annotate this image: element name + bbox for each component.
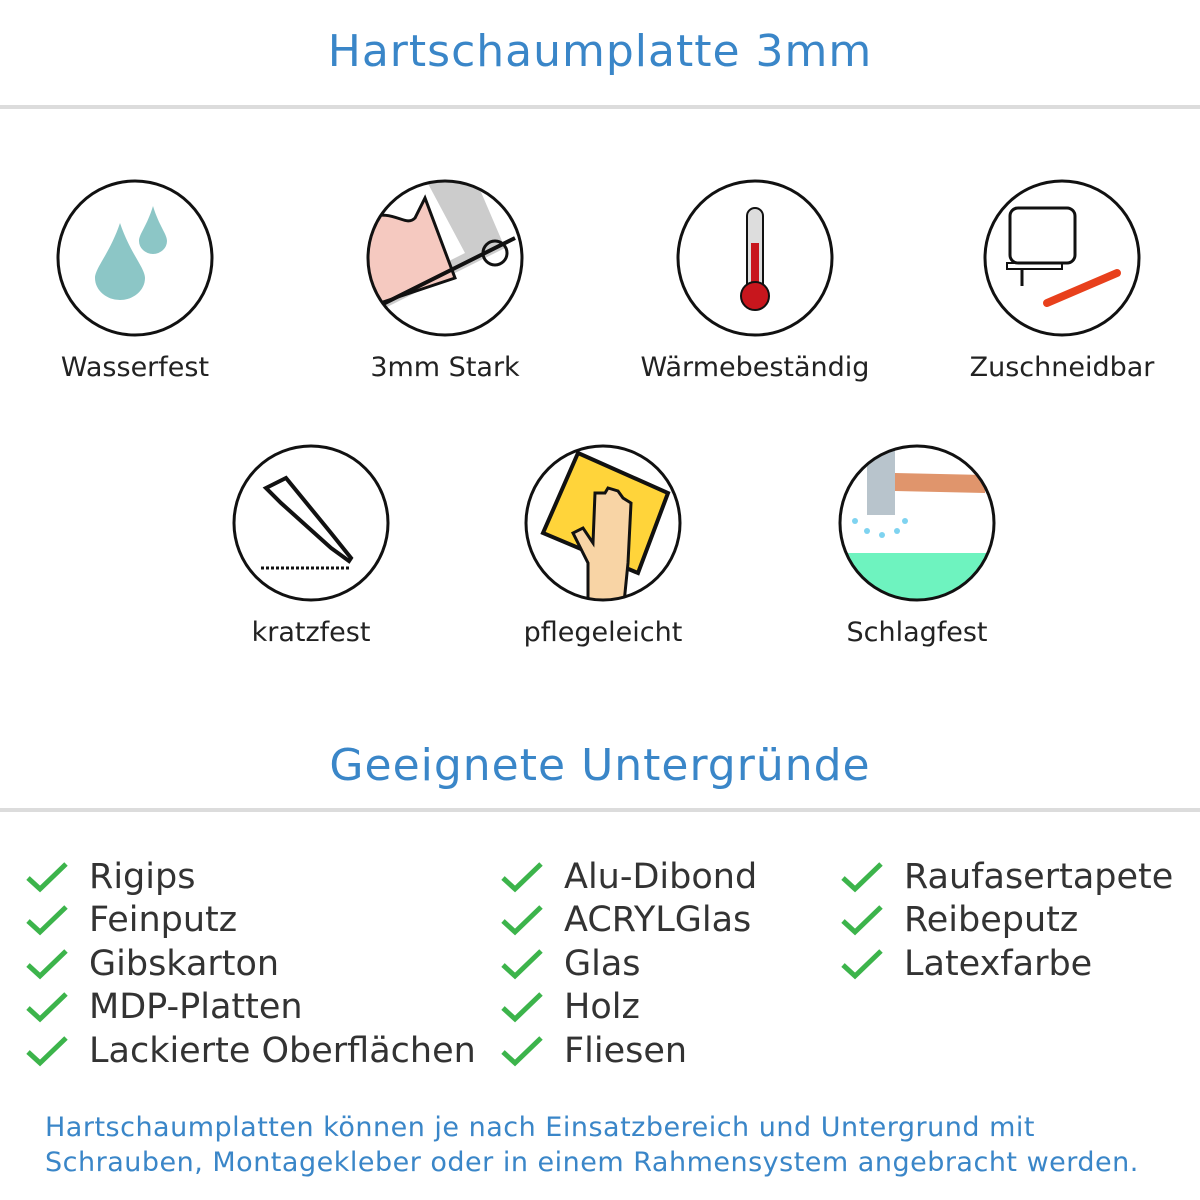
check-icon — [26, 1035, 68, 1067]
check-icon — [26, 948, 68, 980]
check-icon — [501, 861, 543, 893]
check-icon — [501, 905, 543, 936]
surface-label: Raufasertapete — [904, 856, 1174, 897]
surface-item: Lackierte Oberflächen — [25, 1029, 476, 1073]
surface-label: Feinputz — [89, 900, 238, 941]
check-icon — [841, 905, 883, 936]
divider — [0, 105, 1200, 109]
surface-label: Glas — [564, 943, 641, 984]
surface-item: Holz — [500, 986, 757, 1030]
surface-label: Alu-Dibond — [564, 856, 758, 897]
surface-label: MDP-Platten — [89, 987, 303, 1028]
feature-label: Zuschneidbar — [969, 352, 1155, 383]
water-drops-icon — [56, 179, 214, 337]
check-icon — [841, 948, 883, 980]
feature-label: pflegeleicht — [523, 617, 683, 648]
feature-label: kratzfest — [251, 617, 371, 648]
feature-3mm-stark: 3mm Stark — [325, 178, 565, 383]
surface-label: Reibeputz — [904, 900, 1079, 941]
surface-label: ACRYLGlas — [564, 900, 752, 941]
surface-label: Latexfarbe — [904, 943, 1093, 984]
surface-item: Reibeputz — [840, 899, 1173, 943]
feature-schlagfest: Schlagfest — [797, 443, 1037, 648]
feature-label: Wärmebeständig — [640, 352, 870, 383]
surface-column: Raufasertapete Reibeputz Latexfarbe — [840, 855, 1173, 986]
page-title: Hartschaumplatte 3mm — [327, 26, 873, 77]
feature-kratzfest: kratzfest — [191, 443, 431, 648]
surface-column: Rigips Feinputz Gibskarton MDP-Platten Lacki… — [25, 855, 476, 1073]
jigsaw-cutter-icon — [983, 179, 1141, 337]
check-icon — [501, 948, 543, 980]
cutter-knife-icon — [232, 444, 390, 602]
surface-label: Fliesen — [564, 1030, 688, 1071]
surface-item: Gibskarton — [25, 942, 476, 986]
check-icon — [26, 992, 68, 1023]
surface-item: Rigips — [25, 855, 476, 899]
section-title: Geeignete Untergründe — [329, 740, 871, 791]
check-icon — [501, 1035, 543, 1067]
surface-label: Gibskarton — [89, 943, 280, 984]
surface-item: Raufasertapete — [840, 855, 1173, 899]
feature-label: 3mm Stark — [370, 352, 520, 383]
feature-wasserfest: Wasserfest — [15, 178, 255, 383]
check-icon — [841, 861, 883, 893]
thermometer-icon — [676, 179, 834, 337]
surface-column: Alu-Dibond ACRYLGlas Glas Holz Fliesen — [500, 855, 757, 1073]
footer-line: Hartschaumplatten können je nach Einsatz… — [45, 1112, 1035, 1143]
footer-line: Schrauben, Montagekleber oder in einem R… — [45, 1147, 1139, 1178]
feature-waermebestaendig: Wärmebeständig — [635, 178, 875, 383]
feature-zuschneidbar: Zuschneidbar — [942, 178, 1182, 383]
check-icon — [26, 905, 68, 936]
surface-item: ACRYLGlas — [500, 899, 757, 943]
surface-label: Holz — [564, 987, 640, 1028]
surface-item: Glas — [500, 942, 757, 986]
check-icon — [26, 861, 68, 893]
footer-note: Hartschaumplatten können je nach Einsatz… — [45, 1110, 1139, 1180]
feature-label: Schlagfest — [846, 617, 988, 648]
feature-label: Wasserfest — [60, 352, 210, 383]
surface-item: Alu-Dibond — [500, 855, 757, 899]
cleaning-hand-icon — [524, 444, 682, 602]
surface-label: Lackierte Oberflächen — [89, 1030, 476, 1071]
strong-arm-icon — [366, 179, 524, 337]
hammer-icon — [838, 444, 996, 602]
surface-item: Feinputz — [25, 899, 476, 943]
check-icon — [501, 992, 543, 1023]
surface-label: Rigips — [89, 856, 196, 897]
surface-item: MDP-Platten — [25, 986, 476, 1030]
feature-pflegeleicht: pflegeleicht — [483, 443, 723, 648]
surface-item: Latexfarbe — [840, 942, 1173, 986]
divider — [0, 808, 1200, 812]
surface-item: Fliesen — [500, 1029, 757, 1073]
